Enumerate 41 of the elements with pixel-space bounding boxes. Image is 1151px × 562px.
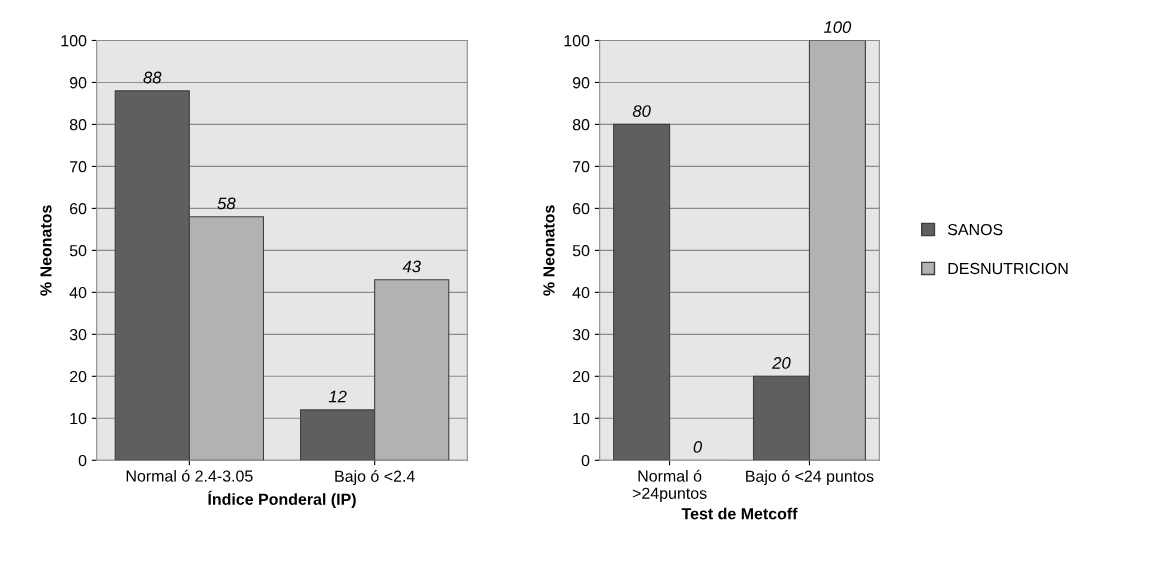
data-label: 80 <box>632 105 651 117</box>
x-axis-title: Índice Ponderal (IP) <box>208 490 356 509</box>
y-tick-label: 70 <box>70 161 87 173</box>
y-axis-title: % Neonatos <box>40 205 52 296</box>
y-tick-label: 100 <box>564 35 590 47</box>
bar <box>613 123 671 461</box>
data-label: 88 <box>143 71 162 84</box>
y-tick-label: 20 <box>572 370 590 383</box>
y-tick-label: 90 <box>69 77 87 89</box>
y-tick-label: 60 <box>573 203 590 215</box>
legend-label: SANOS <box>947 223 1003 236</box>
data-label: 0 <box>693 441 703 453</box>
legend-label: DESNUTRICION <box>948 262 1068 275</box>
data-label: 20 <box>772 357 791 369</box>
x-tick-label: Bajo ó <24 puntos <box>746 470 874 486</box>
y-tick-label: 60 <box>70 203 87 215</box>
data-label: 58 <box>217 197 236 210</box>
y-tick-label: 80 <box>69 119 87 131</box>
data-label: 43 <box>402 260 421 273</box>
y-tick-label: 30 <box>572 328 590 341</box>
y-tick-label: 0 <box>581 454 590 467</box>
y-tick-label: 10 <box>70 412 87 425</box>
y-tick-label: 80 <box>572 119 590 131</box>
y-tick-label: 40 <box>69 286 87 299</box>
y-tick-label: 100 <box>61 35 87 47</box>
data-label: 12 <box>328 390 347 403</box>
y-tick-label: 50 <box>572 245 590 257</box>
x-tick-label: Normal ó >24puntos <box>632 469 707 503</box>
y-tick-label: 40 <box>572 286 590 299</box>
data-label: 100 <box>823 21 852 33</box>
y-tick-label: 20 <box>70 370 87 383</box>
x-tick-label: Normal ó 2.4-3.05 <box>126 469 253 482</box>
y-tick-label: 90 <box>572 77 590 89</box>
x-axis-title: Test de Metcoff <box>681 507 798 520</box>
x-tick-label: Bajo ó <2.4 <box>335 470 415 486</box>
y-tick-label: 50 <box>69 245 87 257</box>
y-tick-label: 30 <box>69 328 87 341</box>
y-tick-label: 10 <box>573 412 590 425</box>
y-tick-label: 0 <box>78 454 87 467</box>
y-axis-title: % Neonatos <box>543 205 555 296</box>
y-tick-label: 70 <box>573 161 590 173</box>
